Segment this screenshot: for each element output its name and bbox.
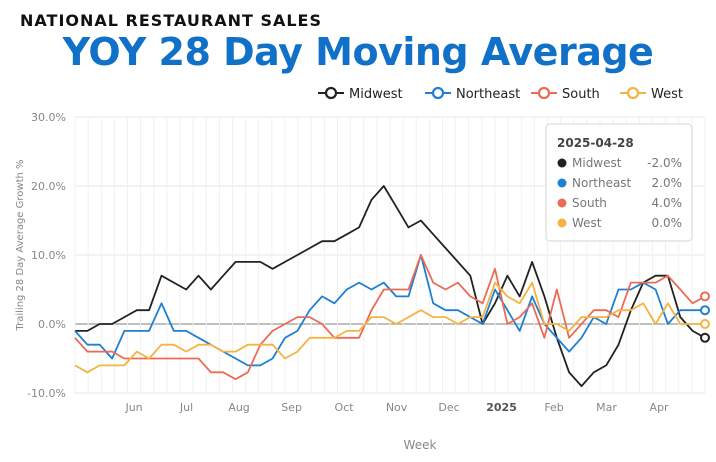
legend-marker <box>537 86 551 100</box>
series-end-marker[interactable] <box>700 332 710 343</box>
tooltip-series-name: Midwest <box>572 156 622 170</box>
series-end-marker[interactable] <box>700 305 710 316</box>
legend-marker <box>324 86 338 100</box>
tooltip-swatch <box>557 158 567 168</box>
x-tick-label: 2025 <box>486 401 517 414</box>
tooltip-date: 2025-04-28 <box>557 136 634 150</box>
y-axis-title: Trailing 28 Day Average Growth % <box>15 159 26 331</box>
series-end-marker[interactable] <box>700 319 710 329</box>
legend-item-south[interactable]: South <box>531 86 600 102</box>
x-tick-label: Aug <box>228 401 249 414</box>
y-tick-label: 30.0% <box>31 111 66 124</box>
x-tick-label: Nov <box>386 401 408 414</box>
legend-marker <box>431 86 445 100</box>
y-tick-label: 0.0% <box>38 318 66 331</box>
kicker-title: NATIONAL RESTAURANT SALES <box>20 11 322 30</box>
axes: -10.0% 0.0% 10.0% 20.0% 30.0% Jun Jul Aug Sep Oct… <box>15 111 669 452</box>
x-tick-label: Feb <box>544 401 563 414</box>
tooltip-series-name: Northeast <box>572 176 632 190</box>
legend-label: West <box>651 87 683 102</box>
legend-marker <box>626 86 640 100</box>
x-tick-label: Mar <box>596 401 617 414</box>
x-axis-title: Week <box>404 438 437 452</box>
tooltip: 2025-04-28 Midwest -2.0% Northeast 2.0% South… <box>545 123 693 242</box>
legend-label: Northeast <box>456 87 520 102</box>
tooltip-swatch <box>557 178 567 188</box>
tooltip-value: -2.0% <box>647 156 682 170</box>
tooltip-series-name: West <box>572 216 602 230</box>
tooltip-swatch <box>557 198 567 208</box>
series-line-midwest <box>75 185 706 388</box>
x-tick-label: Jul <box>179 401 193 414</box>
tooltip-value: 2.0% <box>652 176 683 190</box>
y-tick-label: 20.0% <box>31 180 66 193</box>
legend-label: South <box>562 87 600 102</box>
chart-title: YOY 28 Day Moving Average <box>62 30 654 74</box>
series-lines <box>74 185 710 388</box>
x-tick-label: Apr <box>650 401 670 414</box>
y-tick-label: 10.0% <box>31 249 66 262</box>
tooltip-value: 4.0% <box>652 196 683 210</box>
series-end-marker[interactable] <box>700 291 710 302</box>
legend-item-west[interactable]: West <box>620 86 683 102</box>
series-line-west <box>74 281 705 374</box>
legend: Midwest Northeast South West <box>318 86 683 102</box>
x-tick-label: Oct <box>335 401 355 414</box>
legend-item-northeast[interactable]: Northeast <box>425 86 520 102</box>
legend-item-midwest[interactable]: Midwest <box>318 86 403 102</box>
series-line-south <box>74 254 706 381</box>
tooltip-value: 0.0% <box>652 216 683 230</box>
y-tick-label: -10.0% <box>27 387 66 400</box>
x-tick-label: Jun <box>124 401 142 414</box>
tooltip-box <box>545 123 693 242</box>
tooltip-swatch <box>557 218 567 228</box>
x-tick-label: Dec <box>438 401 459 414</box>
legend-label: Midwest <box>349 87 403 102</box>
tooltip-series-name: South <box>572 196 607 210</box>
x-tick-label: Sep <box>281 401 302 414</box>
